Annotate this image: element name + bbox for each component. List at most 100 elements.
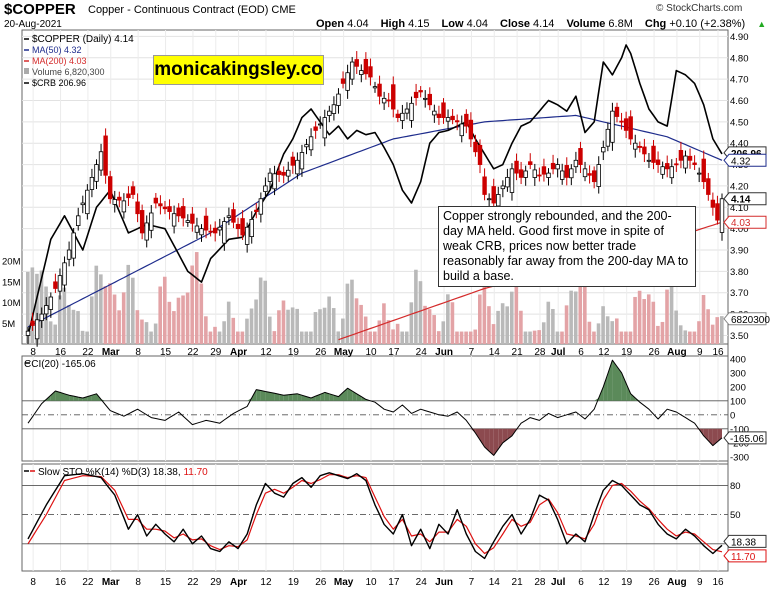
volume-bar bbox=[254, 299, 258, 344]
cci-pos-area bbox=[270, 392, 275, 401]
sto-x-tick-label: Mar bbox=[102, 577, 120, 588]
volume-bar bbox=[656, 325, 660, 344]
volume-bar bbox=[359, 304, 363, 344]
volume-bar bbox=[336, 331, 341, 344]
candle-body bbox=[203, 215, 209, 231]
price-tag-text: 4.14 bbox=[731, 195, 751, 206]
volume-bar bbox=[683, 330, 688, 344]
volume-bar bbox=[519, 310, 523, 344]
price-x-tick-label: Mar bbox=[102, 347, 120, 358]
candle bbox=[121, 193, 127, 219]
volume-bar bbox=[614, 318, 619, 344]
candle-body bbox=[674, 163, 679, 166]
candle bbox=[678, 141, 684, 169]
candle-body bbox=[66, 249, 72, 260]
volume-bar bbox=[500, 303, 505, 344]
volume-bar bbox=[505, 306, 510, 344]
exchange-label: CME bbox=[271, 4, 296, 16]
legend-entry: MA(50) 4.32 bbox=[32, 45, 82, 55]
price-tick-label: 3.90 bbox=[730, 246, 749, 257]
candle-body bbox=[601, 147, 606, 153]
candle bbox=[345, 64, 350, 99]
candle-body bbox=[327, 110, 332, 116]
cci-pos-area bbox=[82, 396, 88, 401]
candle-body bbox=[459, 123, 464, 137]
candle bbox=[349, 56, 355, 85]
legend-entry: Volume 6,820,300 bbox=[32, 67, 105, 77]
candle bbox=[44, 297, 49, 321]
stockcharts-credit[interactable]: © StockCharts.com bbox=[656, 3, 743, 14]
candle bbox=[436, 105, 442, 125]
candle bbox=[144, 215, 149, 248]
candle-body bbox=[112, 199, 117, 205]
volume-bar bbox=[350, 279, 354, 344]
volume-bar bbox=[624, 331, 628, 344]
candle bbox=[477, 139, 483, 174]
volume-bar bbox=[646, 294, 651, 344]
candle bbox=[669, 159, 674, 184]
candle bbox=[578, 141, 583, 174]
candle bbox=[646, 152, 652, 168]
volume-bar bbox=[26, 271, 30, 344]
cci-tag-shape bbox=[723, 431, 767, 445]
candle bbox=[76, 207, 81, 231]
candle bbox=[167, 199, 172, 220]
ohlc-close: Close 4.14 bbox=[500, 18, 555, 30]
volume-bar bbox=[231, 317, 236, 344]
candle-body bbox=[505, 176, 510, 188]
cci-neg-area bbox=[475, 428, 480, 440]
volume-bar bbox=[523, 331, 528, 344]
volume-bar bbox=[190, 265, 194, 344]
candle-body bbox=[89, 176, 95, 190]
candle-body bbox=[628, 116, 633, 140]
volume-bar bbox=[633, 296, 637, 344]
candle bbox=[240, 210, 245, 241]
sto-x-tick-label: 7 bbox=[469, 577, 475, 588]
sto-k-tag-text: 18.38 bbox=[731, 537, 756, 548]
candle-body bbox=[167, 206, 172, 212]
candle bbox=[222, 217, 227, 251]
candle-body bbox=[633, 142, 638, 150]
volume-bar bbox=[706, 309, 710, 344]
sto-x-tick-label: 10 bbox=[365, 577, 377, 588]
ohlc-value: 4.15 bbox=[408, 18, 430, 30]
volume-bar bbox=[108, 283, 112, 344]
volume-bar bbox=[509, 291, 514, 344]
candle bbox=[162, 200, 168, 215]
candle bbox=[523, 165, 528, 186]
volume-bar bbox=[135, 310, 140, 344]
candle-body bbox=[363, 58, 369, 75]
candle-body bbox=[30, 320, 35, 326]
volume-bar bbox=[596, 323, 601, 344]
candle bbox=[432, 104, 437, 123]
volume-bar bbox=[427, 309, 432, 344]
candle bbox=[665, 155, 670, 178]
candle bbox=[386, 92, 391, 108]
volume-bar bbox=[720, 316, 724, 344]
candle-body bbox=[683, 155, 688, 169]
candle-body bbox=[646, 159, 652, 162]
candle-body bbox=[235, 223, 241, 230]
sto-k-line bbox=[27, 472, 723, 560]
candle bbox=[313, 121, 318, 139]
candle bbox=[139, 204, 145, 240]
sto-x-tick-label: 26 bbox=[649, 577, 661, 588]
sto-tick-label: 80 bbox=[730, 481, 741, 492]
candle-body bbox=[71, 232, 76, 259]
sto-grid: 805020 bbox=[22, 481, 741, 550]
cci-pos-area bbox=[60, 392, 65, 401]
volume-bar bbox=[487, 306, 491, 344]
price-x-tick-label: 26 bbox=[649, 347, 661, 358]
cci-pos-area bbox=[91, 393, 97, 401]
candle-body bbox=[706, 178, 711, 195]
candle-body bbox=[669, 166, 674, 179]
volume-bar bbox=[715, 317, 720, 344]
price-tag-shape bbox=[723, 153, 767, 167]
candle-body bbox=[381, 97, 387, 104]
price-tick-label: 4.20 bbox=[730, 181, 749, 192]
price-x-tick-label: Jun bbox=[435, 347, 453, 358]
price-x-tick-label: 29 bbox=[210, 347, 222, 358]
price-tick-label: 3.70 bbox=[730, 288, 749, 299]
volume-bar bbox=[455, 331, 459, 344]
sto-x-axis: 8 16 22 Mar 8 15 22 29 Apr 12 19 26 May 10 17 24 Jun 7 14 2… bbox=[30, 577, 724, 588]
